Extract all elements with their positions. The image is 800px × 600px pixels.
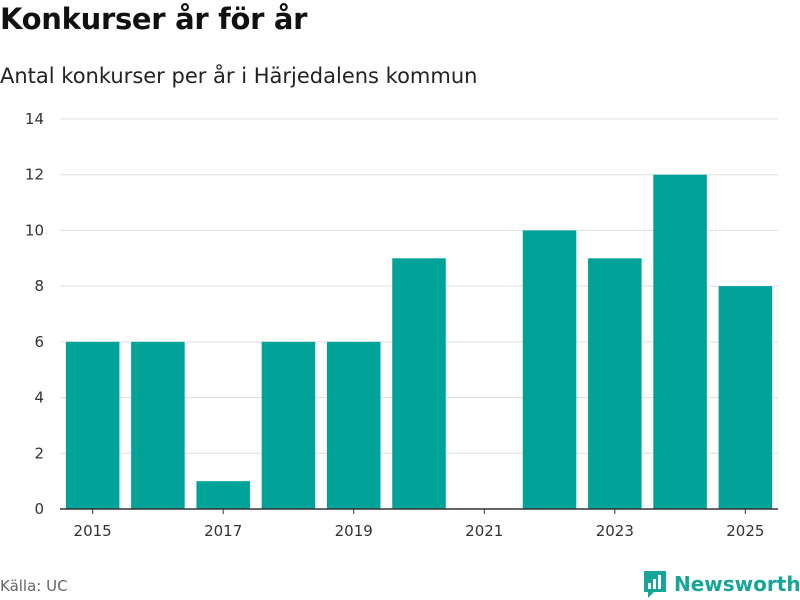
y-tick-label: 0 [34,500,44,518]
bar-chart: 0 2 4 6 8 10 12 14 2015 2017 2019 2021 2023 2025 [25,110,778,540]
bar-2023 [588,258,642,509]
x-tick-label: 2017 [204,522,242,540]
y-tick-label: 8 [34,277,44,295]
x-tick-label: 2025 [726,522,764,540]
y-tick-label: 14 [25,110,44,128]
newsworthy-logo: Newsworthy [642,568,800,600]
bars [65,174,773,509]
chart-subtitle: Antal konkurser per år i Härjedalens kom… [0,64,478,88]
x-tick-label: 2019 [335,522,373,540]
x-tick-label: 2021 [465,522,503,540]
source-note: Källa: UC [0,577,68,595]
bar-2020 [392,258,446,509]
axes: 0 2 4 6 8 10 12 14 2015 2017 2019 2021 2023 2025 [25,110,778,540]
y-tick-label: 6 [34,333,44,351]
bar-2019 [326,341,381,509]
y-tick-label: 2 [34,444,44,462]
bar-2018 [261,341,316,509]
newsworthy-logo-icon [644,571,666,598]
chart-title: Konkurser år för år [0,2,308,36]
bar-2022 [522,230,577,509]
bar-2016 [131,341,185,509]
bar-2024 [653,174,707,509]
bar-2017 [196,481,250,509]
bar-2015 [65,341,120,509]
y-tick-label: 4 [34,389,44,407]
bar-2025 [718,286,773,509]
x-tick-label: 2015 [74,522,112,540]
brand-name: Newsworthy [674,572,800,596]
y-tick-label: 12 [25,166,44,184]
x-tick-label: 2023 [596,522,634,540]
y-tick-label: 10 [25,221,44,239]
